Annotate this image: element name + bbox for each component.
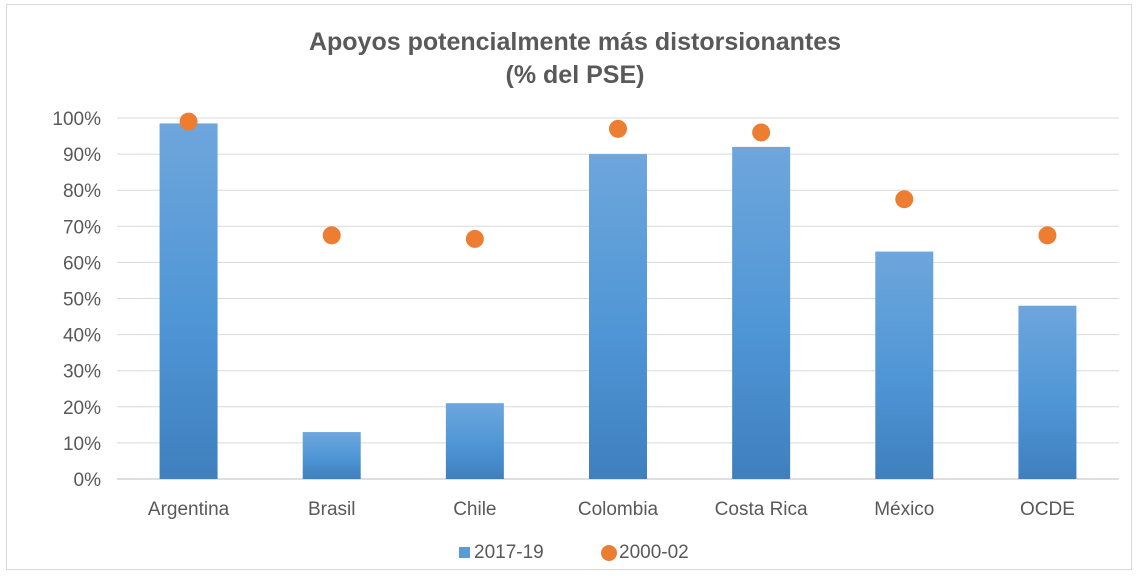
dot-argentina [179, 112, 198, 131]
bar-costa-rica [732, 146, 791, 479]
legend: 2017-19 2000-02 [459, 542, 689, 563]
y-tick-label: 20% [63, 398, 101, 419]
y-tick-label: 80% [63, 181, 101, 202]
x-axis-ticks: Argentina Brasil Chile Colombia Costa Rica Mé… [148, 499, 1075, 520]
y-tick-label: 40% [63, 326, 101, 347]
dot-chile [465, 229, 484, 248]
y-tick-label: 60% [63, 253, 101, 274]
chart-subtitle: (% del PSE) [506, 61, 645, 89]
bar-argentina [159, 123, 218, 479]
x-tick-label: Brasil [308, 499, 356, 520]
x-tick-label: Colombia [578, 499, 659, 520]
legend-label-2017-19: 2017-19 [474, 542, 544, 563]
y-tick-label: 30% [63, 362, 101, 383]
y-tick-label: 90% [63, 145, 101, 166]
chart-frame: Apoyos potencialmente más distorsionante… [6, 4, 1132, 570]
y-tick-label: 50% [63, 290, 101, 311]
chart-title: Apoyos potencialmente más distorsionante… [309, 28, 841, 56]
chart-svg: Apoyos potencialmente más distorsionante… [52, 28, 1119, 563]
y-tick-label: 0% [74, 470, 102, 491]
y-tick-label: 100% [52, 109, 101, 130]
bar-chile [445, 403, 504, 479]
y-axis-ticks: 0% 10% 20% 30% 40% 50% 60% 70% 80% 90% 100% [52, 109, 101, 491]
x-tick-label: Costa Rica [715, 499, 808, 520]
x-tick-label: Argentina [148, 499, 230, 520]
dot-ocde [1038, 226, 1057, 245]
x-tick-label: Chile [453, 499, 496, 520]
dot-méxico [895, 190, 914, 209]
x-tick-label: OCDE [1020, 499, 1075, 520]
bar-colombia [589, 154, 647, 479]
bar-brasil [302, 432, 361, 479]
dot-series [179, 112, 1057, 248]
y-tick-label: 10% [63, 434, 101, 455]
y-tick-label: 70% [63, 217, 101, 238]
legend-swatch-2017-19 [459, 547, 470, 558]
legend-swatch-2000-02 [601, 545, 617, 561]
bar-méxico [875, 251, 934, 479]
dot-colombia [609, 119, 627, 138]
bar-series [159, 123, 1077, 479]
dot-costa-rica [752, 123, 771, 142]
x-tick-label: México [874, 499, 934, 520]
legend-label-2000-02: 2000-02 [619, 542, 689, 563]
dot-brasil [322, 226, 341, 245]
bar-ocde [1018, 305, 1077, 479]
